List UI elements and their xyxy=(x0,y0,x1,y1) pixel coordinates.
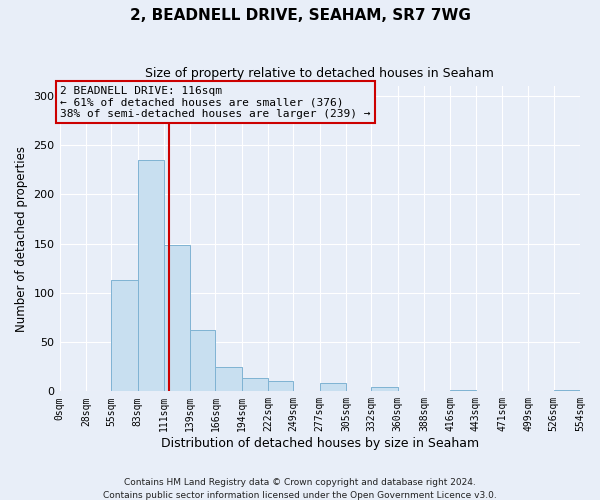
Bar xyxy=(190,330,215,392)
Bar xyxy=(111,280,137,392)
Bar xyxy=(554,390,580,392)
Bar xyxy=(215,366,242,392)
Bar xyxy=(371,388,398,392)
Bar xyxy=(137,160,164,392)
Bar xyxy=(320,384,346,392)
X-axis label: Distribution of detached houses by size in Seaham: Distribution of detached houses by size … xyxy=(161,437,479,450)
Bar xyxy=(242,378,268,392)
Bar xyxy=(164,246,190,392)
Bar xyxy=(268,382,293,392)
Bar xyxy=(451,390,476,392)
Y-axis label: Number of detached properties: Number of detached properties xyxy=(15,146,28,332)
Text: 2, BEADNELL DRIVE, SEAHAM, SR7 7WG: 2, BEADNELL DRIVE, SEAHAM, SR7 7WG xyxy=(130,8,470,22)
Text: Contains HM Land Registry data © Crown copyright and database right 2024.
Contai: Contains HM Land Registry data © Crown c… xyxy=(103,478,497,500)
Text: 2 BEADNELL DRIVE: 116sqm
← 61% of detached houses are smaller (376)
38% of semi-: 2 BEADNELL DRIVE: 116sqm ← 61% of detach… xyxy=(61,86,371,119)
Title: Size of property relative to detached houses in Seaham: Size of property relative to detached ho… xyxy=(145,68,494,80)
